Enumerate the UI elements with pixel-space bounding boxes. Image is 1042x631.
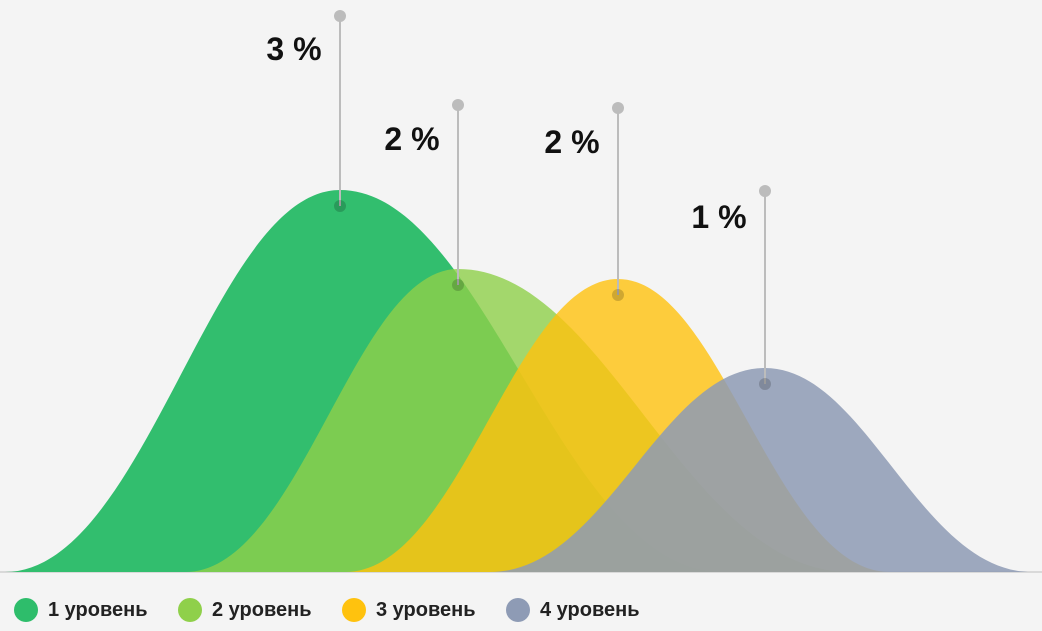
curve-group bbox=[5, 190, 1032, 572]
curve-level-4 bbox=[490, 368, 1032, 572]
peak-label-level-3: 2 % bbox=[544, 124, 599, 160]
peak-label-level-1: 3 % bbox=[266, 31, 321, 67]
legend-item-level-4: 4 уровень bbox=[506, 598, 670, 622]
pin-anchor-level-2 bbox=[452, 279, 464, 291]
pin-head-level-3 bbox=[612, 102, 624, 114]
peak-label-level-2: 2 % bbox=[384, 121, 439, 157]
legend-item-level-2: 2 уровень bbox=[178, 598, 342, 622]
legend-label: 4 уровень bbox=[540, 598, 640, 621]
pin-anchor-level-3 bbox=[612, 289, 624, 301]
legend-label: 1 уровень bbox=[48, 598, 148, 621]
legend-item-level-3: 3 уровень bbox=[342, 598, 506, 622]
legend-label: 2 уровень bbox=[212, 598, 312, 621]
pin-anchor-level-4 bbox=[759, 378, 771, 390]
legend-label: 3 уровень bbox=[376, 598, 476, 621]
legend-swatch bbox=[14, 598, 38, 622]
legend-swatch bbox=[178, 598, 202, 622]
legend-swatch bbox=[506, 598, 530, 622]
pin-anchor-level-1 bbox=[334, 200, 346, 212]
legend: 1 уровень 2 уровень 3 уровень 4 уровень bbox=[14, 596, 670, 624]
pin-group bbox=[334, 10, 771, 390]
legend-swatch bbox=[342, 598, 366, 622]
legend-item-level-1: 1 уровень bbox=[14, 598, 178, 622]
pin-head-level-4 bbox=[759, 185, 771, 197]
peak-label-group: 3 % 2 % 2 % 1 % bbox=[266, 31, 746, 235]
pin-head-level-2 bbox=[452, 99, 464, 111]
distribution-chart: 3 % 2 % 2 % 1 % bbox=[0, 10, 1042, 573]
peak-label-level-4: 1 % bbox=[691, 199, 746, 235]
pin-head-level-1 bbox=[334, 10, 346, 22]
